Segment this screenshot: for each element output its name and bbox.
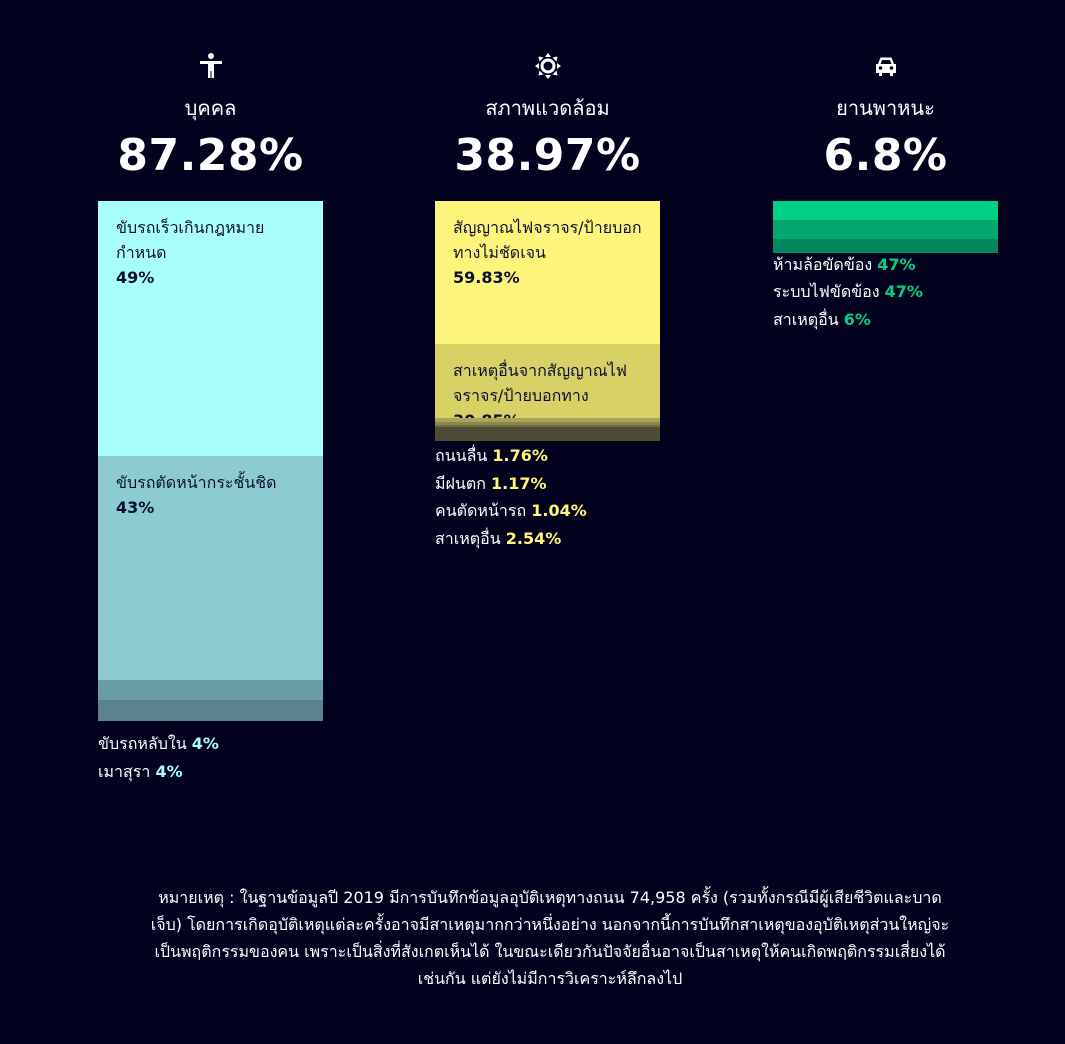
segment-label: ขับรถเร็วเกินกฎหมายกำหนด <box>116 218 265 262</box>
bar-segment-other <box>435 427 660 442</box>
category-percent: 6.8% <box>823 130 948 181</box>
segment-label: ขับรถตัดหน้ากระชั้นชิด <box>116 472 277 492</box>
category-percent: 38.97% <box>454 130 641 181</box>
minor-label: สาเหตุอื่น <box>435 528 501 548</box>
minor-causes-person: ขับรถหลับใน 4% เมาสุรา 4% <box>98 730 418 785</box>
minor-value: 1.76% <box>492 446 548 466</box>
segment-value: 43% <box>116 497 155 517</box>
segment-value: 49% <box>116 268 155 287</box>
minor-label: คนตัดหน้ารถ <box>435 501 527 521</box>
category-title: ยานพาหนะ <box>836 96 935 120</box>
stacked-bar-vehicle <box>773 201 998 254</box>
bar-segment-drowsy <box>98 679 323 701</box>
segment-label: สาเหตุอื่นจากสัญญาณไฟจราจร/ป้ายบอกทาง <box>453 360 627 405</box>
minor-label: ห้ามล้อขัดข้อง <box>773 254 873 274</box>
stacked-bar-environment: สัญญาณไฟจราจร/ป้ายบอกทางไม่ชัดเจน 59.83%… <box>435 201 660 442</box>
minor-cause: เมาสุรา 4% <box>98 758 418 786</box>
minor-label: สาเหตุอื่น <box>773 309 839 329</box>
minor-value: 6% <box>843 309 871 329</box>
minor-label: ถนนลื่น <box>435 446 488 466</box>
minor-value: 1.17% <box>491 473 547 493</box>
minor-cause: คนตัดหน้ารถ 1.04% <box>435 497 755 525</box>
bar-segment-brakes <box>773 201 998 221</box>
category-title: สภาพแวดล้อม <box>485 96 610 120</box>
minor-value: 47% <box>884 282 923 302</box>
minor-cause: ห้ามล้อขัดข้อง 47% <box>773 251 1065 279</box>
sun-icon <box>435 52 660 80</box>
bar-segment-other <box>773 239 998 254</box>
category-title: บุคคล <box>184 96 237 120</box>
segment-label: สัญญาณไฟจราจร/ป้ายบอกทางไม่ชัดเจน <box>453 218 642 262</box>
minor-cause: ระบบไฟขัดข้อง 47% <box>773 278 1065 306</box>
minor-label: มีฝนตก <box>435 473 486 493</box>
bar-segment-drunk <box>98 700 323 722</box>
minor-value: 2.54% <box>505 528 562 548</box>
minor-cause: ขับรถหลับใน 4% <box>98 730 418 758</box>
minor-label: ขับรถหลับใน <box>98 734 187 754</box>
minor-value: 4% <box>155 761 183 781</box>
car-icon <box>773 52 998 80</box>
bar-segment-signals-unclear: สัญญาณไฟจราจร/ป้ายบอกทางไม่ชัดเจน 59.83% <box>435 201 660 344</box>
minor-label: เมาสุรา <box>98 761 151 781</box>
footnote: หมายเหตุ : ในฐานข้อมูลปี 2019 มีการบันทึ… <box>150 888 950 988</box>
bar-segment-speeding: ขับรถเร็วเกินกฎหมายกำหนด 49% <box>98 201 323 456</box>
segment-value: 59.83% <box>453 268 520 287</box>
minor-value: 4% <box>191 734 219 754</box>
bar-segment-electrical <box>773 220 998 240</box>
stacked-bar-person: ขับรถเร็วเกินกฎหมายกำหนด 49% ขับรถตัดหน้… <box>98 201 323 722</box>
minor-label: ระบบไฟขัดข้อง <box>773 282 880 302</box>
minor-cause: สาเหตุอื่น 2.54% <box>435 525 755 553</box>
minor-cause: ถนนลื่น 1.76% <box>435 442 755 470</box>
minor-cause: มีฝนตก 1.17% <box>435 470 755 498</box>
bar-segment-signals-other: สาเหตุอื่นจากสัญญาณไฟจราจร/ป้ายบอกทาง 30… <box>435 343 660 418</box>
person-icon <box>98 52 323 80</box>
minor-value: 47% <box>877 254 916 274</box>
minor-value: 1.04% <box>531 501 587 521</box>
minor-causes-vehicle: ห้ามล้อขัดข้อง 47% ระบบไฟขัดข้อง 47% สาเ… <box>773 251 1065 334</box>
segment-value: 30.85% <box>453 408 642 418</box>
category-percent: 87.28% <box>117 130 304 181</box>
minor-cause: สาเหตุอื่น 6% <box>773 306 1065 334</box>
bar-segment-cutting: ขับรถตัดหน้ากระชั้นชิด 43% <box>98 455 323 680</box>
minor-causes-environment: ถนนลื่น 1.76% มีฝนตก 1.17% คนตัดหน้ารถ 1… <box>435 442 755 552</box>
